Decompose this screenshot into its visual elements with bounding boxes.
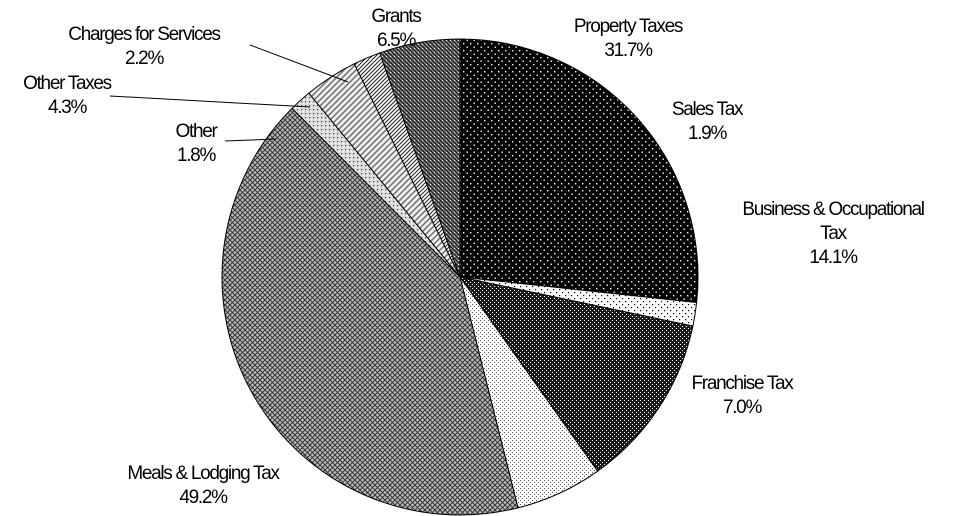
leader-line-charges-for-services xyxy=(249,44,349,83)
pie-slice-meals-lodging-tax xyxy=(221,107,519,516)
pie-slice-business-occupational-tax xyxy=(458,276,694,472)
leader-line-other xyxy=(224,138,277,142)
slice-label-franchise-tax: Franchise Tax 7.0% xyxy=(691,373,794,418)
slice-label-property-taxes: Property Taxes 31.7% xyxy=(574,16,683,61)
slice-label-grants: Grants 6.5% xyxy=(371,6,421,51)
slice-label-other-taxes: Other Taxes 4.3% xyxy=(23,73,112,118)
pie-slices xyxy=(221,38,699,516)
slice-label-meals-lodging-tax: Meals & Lodging Tax 49.2% xyxy=(127,463,280,508)
slice-label-business-occupational-tax: Business & Occupational Tax 14.1% xyxy=(742,199,923,268)
pie-slice-grants xyxy=(379,38,461,278)
slice-label-charges-for-services: Charges for Services 2.2% xyxy=(68,24,220,69)
slice-label-other: Other 1.8% xyxy=(175,121,218,166)
pie-slice-property-taxes xyxy=(459,38,699,304)
slice-label-sales-tax: Sales Tax 1.9% xyxy=(672,99,744,144)
leader-line-other-taxes xyxy=(109,95,311,108)
leader-lines xyxy=(109,44,349,142)
slice-labels: Property Taxes 31.7% Sales Tax 1.9% Business… xyxy=(23,6,925,508)
